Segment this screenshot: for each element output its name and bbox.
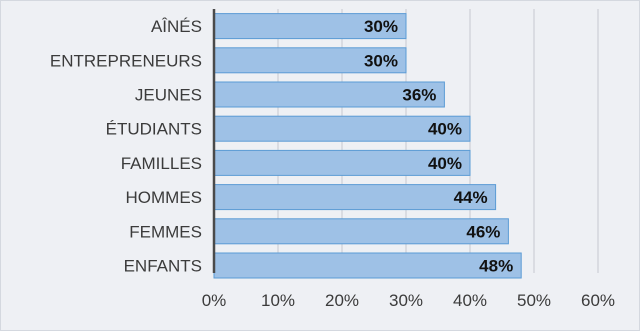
x-tick-label: 10% bbox=[261, 291, 295, 310]
data-label: 36% bbox=[402, 86, 436, 105]
category-label: ENTREPRENEURS bbox=[50, 51, 202, 70]
bar bbox=[213, 115, 471, 142]
bar bbox=[213, 218, 509, 245]
data-label: 48% bbox=[479, 257, 513, 276]
category-label: AÎNÉS bbox=[151, 17, 202, 36]
data-label: 44% bbox=[454, 188, 488, 207]
bar bbox=[213, 13, 407, 40]
x-tick-label: 40% bbox=[453, 291, 487, 310]
category-label: ENFANTS bbox=[124, 257, 202, 276]
data-label: 30% bbox=[364, 17, 398, 36]
data-label: 30% bbox=[364, 51, 398, 70]
data-label: 40% bbox=[428, 154, 462, 173]
category-label: FAMILLES bbox=[121, 154, 202, 173]
x-tick-label: 20% bbox=[325, 291, 359, 310]
category-label: HOMMES bbox=[126, 188, 203, 207]
x-tick-label: 0% bbox=[202, 291, 227, 310]
x-tick-label: 30% bbox=[389, 291, 423, 310]
x-tick-label: 50% bbox=[517, 291, 551, 310]
data-label: 46% bbox=[466, 222, 500, 241]
category-label: JEUNES bbox=[135, 86, 202, 105]
bar bbox=[213, 252, 522, 279]
category-label: ÉTUDIANTS bbox=[106, 120, 202, 139]
bar bbox=[213, 81, 445, 108]
data-label: 40% bbox=[428, 120, 462, 139]
bar bbox=[213, 149, 471, 176]
x-tick-label: 60% bbox=[581, 291, 615, 310]
category-label: FEMMES bbox=[129, 222, 202, 241]
bar bbox=[213, 184, 497, 211]
